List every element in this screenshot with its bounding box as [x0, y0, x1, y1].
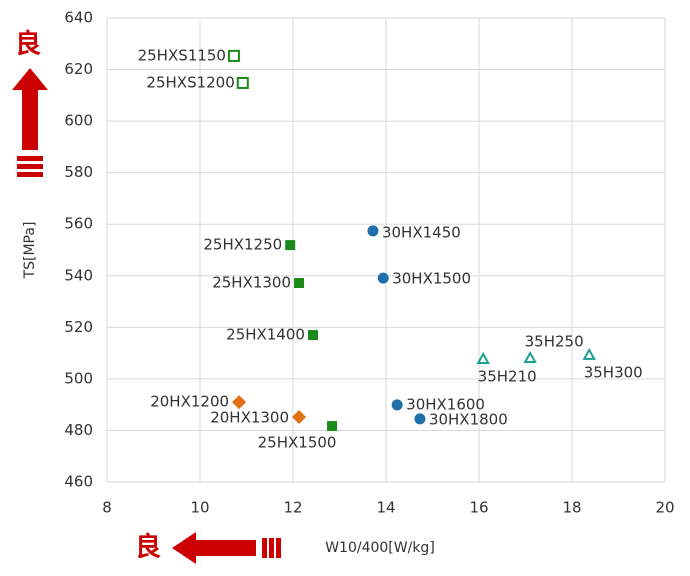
y-tick-label: 480 [64, 421, 93, 439]
point [327, 421, 338, 432]
point [523, 350, 537, 364]
point [236, 76, 249, 89]
point [414, 413, 426, 425]
point [582, 347, 596, 360]
y-tick-label: 580 [64, 163, 93, 181]
point [377, 272, 389, 284]
point-label: 30HX1600 [406, 395, 485, 413]
x-tick-label: 8 [102, 499, 112, 517]
y-tick-label: 620 [64, 60, 93, 78]
point-label: 35H300 [584, 363, 643, 381]
x-tick-label: 14 [376, 499, 395, 517]
y-tick-label: 640 [64, 9, 93, 27]
x-tick-label: 16 [469, 499, 488, 517]
better-up-arrow [12, 68, 48, 177]
point [227, 49, 240, 62]
point [232, 395, 247, 410]
y-axis-title: TS[MPa] [22, 222, 38, 280]
point-label: 25HXS1150 [138, 46, 226, 64]
point [294, 277, 305, 288]
x-tick-label: 20 [655, 499, 674, 517]
point [292, 410, 307, 425]
x-tick-label: 12 [283, 499, 302, 517]
point-label: 30HX1500 [392, 270, 471, 288]
point [285, 240, 296, 251]
y-tick-label: 600 [64, 112, 93, 130]
point [307, 330, 318, 341]
annotation: 良 [15, 29, 41, 60]
point-label: 20HX1300 [210, 409, 289, 427]
point-label: 25HX1400 [226, 326, 305, 344]
point-label: 25HX1500 [258, 434, 337, 452]
y-tick-label: 540 [64, 266, 93, 284]
point-label: 35H250 [525, 333, 584, 351]
point [391, 399, 403, 411]
point-label: 30HX1450 [382, 223, 461, 241]
y-tick-label: 500 [64, 369, 93, 387]
point-label: 25HX1250 [203, 236, 282, 254]
point-label: 25HXS1200 [146, 73, 234, 91]
point-label: 30HX1800 [429, 410, 508, 428]
x-tick-label: 18 [562, 499, 581, 517]
y-tick-label: 520 [64, 318, 93, 336]
annotation: 良 [135, 532, 161, 563]
point-label: 25HX1300 [212, 273, 291, 291]
point [367, 225, 379, 237]
point-label: 20HX1200 [150, 393, 229, 411]
x-tick-label: 10 [190, 499, 209, 517]
better-left-arrow [172, 532, 281, 564]
point [476, 351, 490, 365]
x-axis-title: W10/400[W/kg] [325, 540, 435, 556]
y-tick-label: 560 [64, 215, 93, 233]
point-label: 35H210 [478, 368, 537, 386]
y-tick-label: 460 [64, 473, 93, 491]
